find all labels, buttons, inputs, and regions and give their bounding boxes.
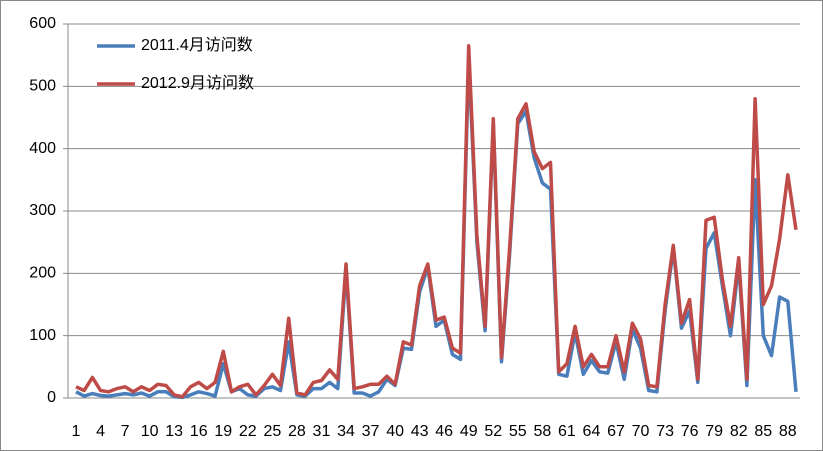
x-tick-label: 58 bbox=[533, 423, 551, 440]
x-tick-label: 79 bbox=[705, 423, 723, 440]
x-tick-label: 43 bbox=[411, 423, 429, 440]
x-tick-label: 46 bbox=[435, 423, 453, 440]
x-tick-label: 52 bbox=[484, 423, 502, 440]
y-tick-label: 0 bbox=[47, 389, 56, 406]
x-tick-label: 13 bbox=[165, 423, 183, 440]
legend-label: 2011.4月访问数 bbox=[141, 36, 253, 54]
x-tick-label: 10 bbox=[141, 423, 159, 440]
series-line bbox=[75, 44, 798, 399]
y-tick-label: 400 bbox=[29, 140, 56, 157]
x-tick-label: 37 bbox=[362, 423, 380, 440]
x-tick-label: 76 bbox=[681, 423, 699, 440]
x-tick-label: 49 bbox=[460, 423, 478, 440]
x-tick-label: 28 bbox=[288, 423, 306, 440]
y-tick-label: 600 bbox=[29, 15, 56, 32]
y-tick-label: 300 bbox=[29, 202, 56, 219]
x-tick-label: 67 bbox=[607, 423, 625, 440]
x-tick-label: 73 bbox=[656, 423, 674, 440]
x-tick-label: 31 bbox=[313, 423, 331, 440]
x-tick-label: 70 bbox=[632, 423, 650, 440]
y-tick-label: 100 bbox=[29, 327, 56, 344]
x-tick-label: 61 bbox=[558, 423, 576, 440]
x-tick-label: 34 bbox=[337, 423, 355, 440]
x-tick-label: 85 bbox=[754, 423, 772, 440]
x-tick-label: 16 bbox=[190, 423, 208, 440]
x-tick-label: 82 bbox=[730, 423, 748, 440]
y-tick-label: 500 bbox=[29, 78, 56, 95]
x-tick-label: 55 bbox=[509, 423, 527, 440]
x-tick-label: 88 bbox=[779, 423, 797, 440]
x-tick-label: 25 bbox=[263, 423, 281, 440]
y-tick-label: 200 bbox=[29, 265, 56, 282]
x-tick-label: 1 bbox=[72, 423, 81, 440]
x-tick-label: 7 bbox=[121, 423, 130, 440]
x-tick-label: 19 bbox=[214, 423, 232, 440]
legend-label: 2012.9月访问数 bbox=[141, 74, 254, 92]
x-tick-label: 64 bbox=[583, 423, 601, 440]
x-tick-label: 22 bbox=[239, 423, 257, 440]
x-tick-label: 4 bbox=[96, 423, 105, 440]
x-tick-label: 40 bbox=[386, 423, 404, 440]
